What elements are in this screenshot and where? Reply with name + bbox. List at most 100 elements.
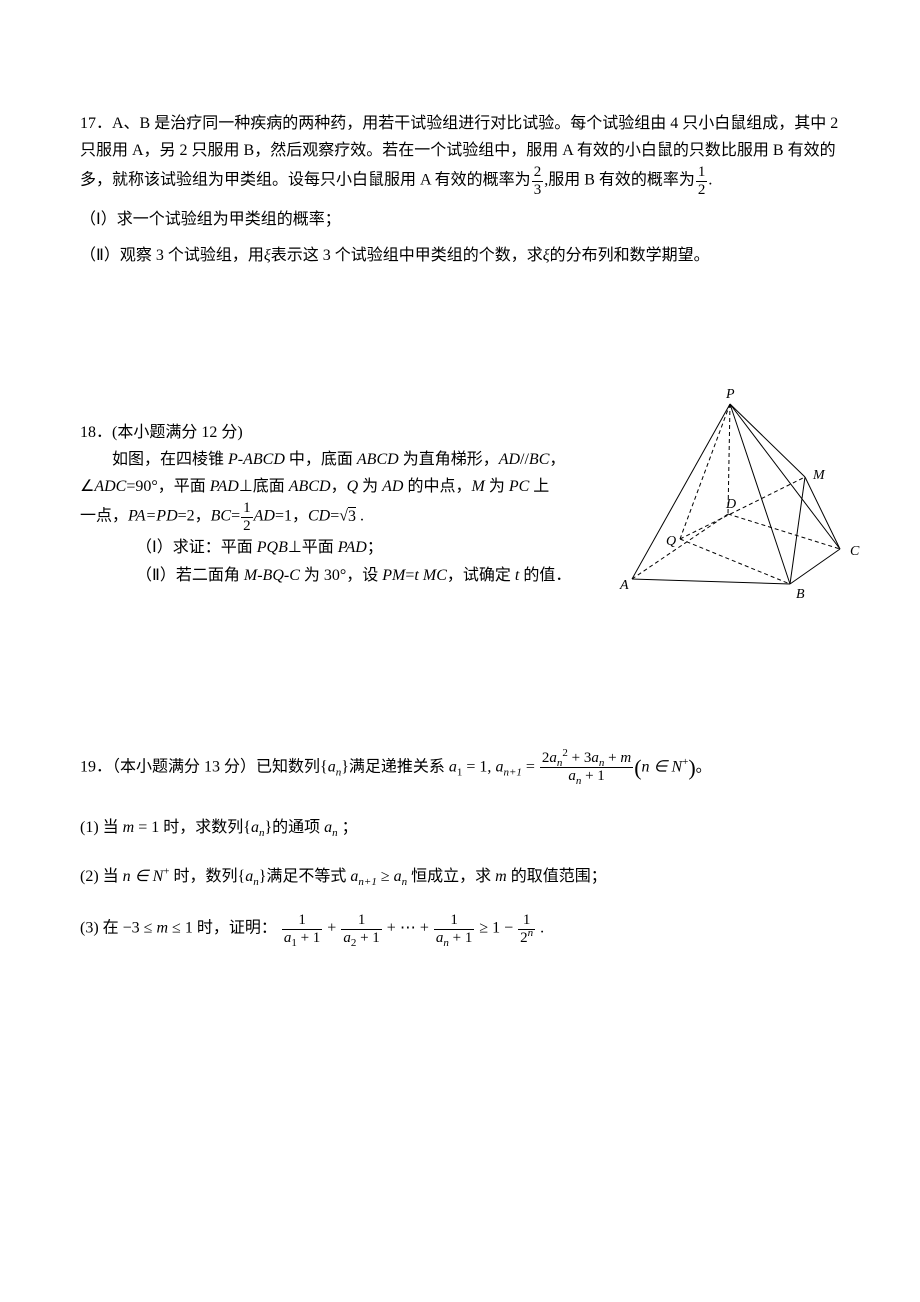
p18-l2d: PAD (210, 478, 239, 495)
p19-ftc: + 3 (568, 750, 591, 766)
p18-line1: 如图，在四棱锥 P-ABCD 中，底面 ABCD 为直角梯形，AD//BC， (80, 446, 580, 473)
p17-text-pre: ．A、B 是治疗同一种疾病的两种药，用若干试验组进行对比试验。每个试验组由 4 … (80, 115, 838, 189)
p19-tnden: an + 1 (434, 930, 474, 947)
p19-ha: ．（本小题满分 13 分）已知数列 (96, 758, 320, 775)
p19-q3: (3) 在 −3 ≤ m ≤ 1 时，证明： 1a1 + 1 + 1a2 + 1… (80, 912, 840, 946)
p19-fte: + (604, 750, 620, 766)
p17-frac-a-den: 3 (532, 182, 544, 199)
p18-l1h: BC (529, 451, 549, 468)
p18-number: 18 (80, 424, 96, 441)
p19-ftf: m (620, 750, 631, 766)
p19-pl2: + (383, 920, 400, 937)
p18-l2k: 的中点， (403, 478, 471, 495)
p19-eq2: = (522, 758, 539, 775)
p18-l2e: ⊥底面 (239, 478, 289, 495)
svg-text:P: P (725, 389, 735, 402)
p19-seql: { (320, 758, 328, 775)
p19-frac-top: 2an2 + 3an + m (540, 750, 633, 768)
p19-q3a: (3) 在 −3 ≤ (80, 920, 156, 937)
p19-tf: 12n (518, 912, 535, 946)
p18-s2g: ，试确定 (447, 567, 515, 584)
p18-sqrt: √3 (339, 507, 356, 525)
p18-header-text: ．(本小题满分 12 分) (96, 424, 243, 441)
p19-q1-seqr: } (264, 819, 272, 836)
p18-figure: PMDCQAB (610, 389, 860, 609)
p19-q1an: a (324, 819, 332, 836)
p18-frac: 12 (241, 500, 253, 534)
p19-q1b: = 1 时，求数列 (134, 819, 243, 836)
p18-l1f: AD (499, 451, 520, 468)
p18-s2a: （Ⅱ）若二面角 (136, 567, 244, 584)
p17-q2-a: （Ⅱ）观察 3 个试验组，用 (80, 247, 264, 264)
p19-pr: ) (688, 755, 695, 780)
svg-text:A: A (619, 578, 629, 593)
p19-q2dsub: n+1 (358, 876, 376, 888)
svg-text:D: D (725, 497, 736, 512)
p19-frac-bot: an + 1 (540, 768, 633, 785)
p19-fbb: + 1 (581, 768, 604, 784)
p18-l1i: ， (549, 451, 565, 468)
p19-nin: n ∈ N (642, 758, 683, 775)
p18-l2h: Q (347, 478, 359, 495)
p17-frac-b-num: 1 (696, 164, 708, 182)
p17-q2-xi1: ξ (264, 247, 271, 264)
p17-q2-c: 的分布列和数学期望。 (550, 247, 710, 264)
p19-q2b: 时，数列 (170, 868, 238, 885)
problem-17: 17．A、B 是治疗同一种疾病的两种药，用若干试验组进行对比试验。每个试验组由 … (80, 110, 840, 269)
p18-s2b: M-BQ-C (244, 567, 300, 584)
p18-l1g: // (520, 451, 529, 468)
p18-l2a: ∠ (80, 478, 94, 495)
p19-t1: 1a1 + 1 (282, 912, 322, 946)
p18-l1e: 为直角梯形， (399, 451, 499, 468)
p18-s2c: 为 30°，设 (300, 567, 382, 584)
p17-text-mid: ,服用 B 有效的概率为 (544, 172, 695, 189)
p18-l2b: ADC (94, 478, 126, 495)
p19-ftd: a (591, 750, 599, 766)
p19-t2db: + 1 (356, 930, 379, 946)
p19-ftb: a (549, 750, 557, 766)
p19-q2e: ≥ (377, 868, 394, 885)
p19-tfda: 2 (520, 930, 528, 946)
p17-frac-a: 23 (532, 164, 544, 198)
p19-t1db: + 1 (297, 930, 320, 946)
p19-seqr: } (341, 758, 349, 775)
p19-q2g: 恒成立，求 (407, 868, 495, 885)
p17-number: 17 (80, 115, 96, 132)
p18-s1d: PAD (338, 539, 367, 556)
p17-body: 17．A、B 是治疗同一种疾病的两种药，用若干试验组进行对比试验。每个试验组由 … (80, 110, 840, 198)
p19-q1-seql: { (243, 819, 251, 836)
p18-l3c: =2， (178, 508, 211, 525)
p19-period: 。 (696, 758, 712, 775)
p17-frac-a-num: 2 (532, 164, 544, 182)
p18-l2n: PC (509, 478, 529, 495)
p18-l2g: ， (331, 478, 347, 495)
p19-pl1: + (323, 920, 340, 937)
p18-s2d: PM (382, 567, 405, 584)
p19-fba: a (568, 768, 576, 784)
p19-tfden: 2n (518, 930, 535, 947)
p17-frac-b: 12 (696, 164, 708, 198)
p19-t1den: a1 + 1 (282, 930, 322, 947)
svg-text:M: M (812, 468, 826, 483)
p18-l3j: . (356, 508, 364, 525)
p17-frac-b-den: 2 (696, 182, 708, 199)
p19-q2h: 的取值范围； (507, 868, 607, 885)
p19-tndb: + 1 (449, 930, 472, 946)
p19-q3end: . (536, 920, 544, 937)
p19-dots: ⋯ (400, 920, 416, 937)
p19-q2a: (2) 当 (80, 868, 123, 885)
p18-l2l: M (472, 478, 485, 495)
p19-q1a: (1) 当 (80, 819, 123, 836)
p18-l1a: 如图，在四棱锥 (112, 451, 228, 468)
p18-sqrt-val: 3 (348, 507, 356, 525)
p19-t2: 1a2 + 1 (341, 912, 381, 946)
problem-18: PMDCQAB 18．(本小题满分 12 分) 如图，在四棱锥 P-ABCD 中… (80, 419, 840, 589)
p19-q2f: a (394, 868, 402, 885)
p19-ge: ≥ 1 − (475, 920, 517, 937)
p19-t2num: 1 (341, 912, 381, 930)
p17-q2-b: 表示这 3 个试验组中甲类组的个数，求 (271, 247, 543, 264)
p19-pl3: + (416, 920, 433, 937)
p17-q1: （Ⅰ）求一个试验组为甲类组的概率； (80, 206, 840, 233)
p18-l3b: PA=PD (128, 508, 178, 525)
p18-frac-num: 1 (241, 500, 253, 518)
